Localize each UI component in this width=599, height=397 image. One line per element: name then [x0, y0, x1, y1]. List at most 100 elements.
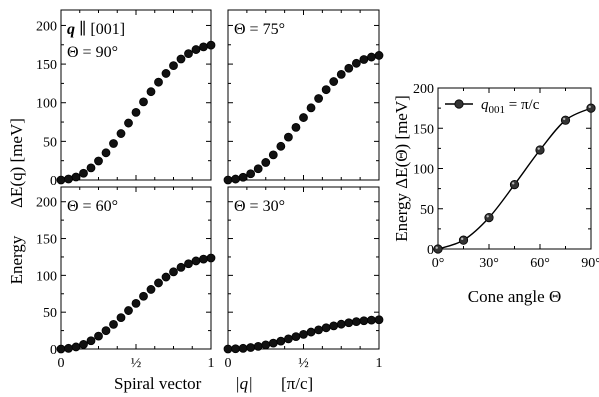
- data-point: [291, 122, 301, 132]
- x-tick-label: 0: [58, 356, 65, 371]
- data-point: [374, 51, 384, 60]
- data-point: [199, 254, 208, 264]
- data-point: [351, 58, 361, 68]
- data-point: [86, 336, 96, 346]
- data-point: [71, 342, 81, 352]
- data-point: [184, 259, 193, 269]
- ylabel-delta: ΔE(q) [meV]: [7, 118, 26, 208]
- data-point: [246, 169, 256, 179]
- data-point: [283, 334, 293, 344]
- data-point: [246, 343, 256, 352]
- data-point: [336, 319, 346, 329]
- data-point: [329, 321, 339, 331]
- panel-annotation: Θ = 30°: [234, 198, 285, 215]
- data-point: [344, 318, 354, 328]
- data-point: [276, 336, 286, 346]
- data-point: [344, 63, 354, 73]
- data-point: [191, 45, 201, 54]
- data-point-highlight: [512, 182, 515, 185]
- legend: q001 = π/c: [445, 97, 540, 116]
- ylabel-energy: Energy: [7, 235, 26, 284]
- data-point: [199, 42, 208, 52]
- data-point: [79, 340, 88, 349]
- data-point-highlight: [486, 215, 489, 218]
- data-point: [56, 344, 66, 354]
- data-point: [206, 40, 216, 50]
- data-point: [268, 338, 278, 348]
- xlabel-spiral: Spiral vector: [114, 374, 202, 393]
- data-point: [131, 107, 141, 117]
- y-tick-label: 200: [36, 19, 57, 34]
- data-point: [329, 77, 339, 86]
- data-point: [169, 267, 178, 277]
- data-point: [146, 87, 156, 97]
- data-point: [509, 180, 520, 190]
- panel-top-left: 0 50 100 150 200 q ∥ [001] Θ = 90°: [36, 9, 216, 189]
- data-point: [124, 118, 133, 128]
- data-point: [458, 235, 469, 245]
- data-point: [86, 163, 96, 173]
- data-point-highlight: [588, 105, 591, 109]
- y-tick-label: 50: [43, 306, 57, 321]
- panel-annotation: Θ = 60°: [67, 198, 118, 215]
- data-point: [101, 326, 111, 336]
- data-point: [359, 316, 369, 326]
- y-tick-label: 200: [413, 82, 434, 97]
- data-point: [560, 115, 571, 125]
- y-tick-label: 100: [36, 269, 57, 284]
- y-axis-title: Energy ΔE(Θ) [meV]: [392, 95, 411, 242]
- data-point: [238, 172, 248, 182]
- y-tick-label: 100: [413, 163, 434, 178]
- data-point: [321, 85, 331, 95]
- data-point: [299, 329, 308, 339]
- data-point: [314, 325, 324, 335]
- data-point: [535, 145, 545, 155]
- panel-annotation: Θ = 90°: [67, 44, 118, 61]
- data-point: [484, 213, 494, 223]
- legend-label: q001 = π/c: [481, 97, 540, 116]
- data-point: [299, 113, 308, 122]
- data-point: [306, 327, 316, 337]
- data-point: [191, 256, 201, 266]
- data-point: [131, 298, 141, 308]
- y-tick-label: 150: [413, 122, 434, 137]
- y-tick-label: 150: [36, 233, 57, 248]
- data-point-highlight: [563, 117, 566, 121]
- data-point: [261, 340, 271, 350]
- data-point-highlight: [435, 246, 438, 249]
- data-point: [374, 315, 384, 325]
- y-tick-label: 0: [427, 243, 434, 258]
- y-tick-label: 50: [43, 135, 57, 150]
- xlabel-q: |q|: [235, 374, 253, 393]
- data-point: [116, 129, 126, 138]
- data-point: [238, 343, 248, 353]
- x-tick-label: ½: [131, 356, 142, 371]
- data-point: [71, 172, 81, 182]
- data-point: [231, 344, 240, 354]
- legend-marker: [454, 99, 464, 109]
- data-point: [253, 341, 263, 351]
- xlabel-unit: [π/c]: [281, 374, 313, 393]
- data-point: [433, 244, 443, 254]
- data-point: [306, 103, 316, 113]
- data-point: [109, 139, 118, 148]
- x-tick-label: 1: [208, 356, 215, 371]
- y-tick-label: 0: [50, 343, 57, 358]
- y-tick-label: 200: [36, 196, 57, 211]
- data-point: [154, 77, 163, 87]
- data-point: [321, 323, 331, 333]
- x-tick-label: ½: [298, 356, 309, 371]
- data-point: [268, 150, 278, 160]
- data-point: [101, 148, 111, 158]
- data-point-highlight: [461, 237, 464, 241]
- x-tick-label: 30°: [479, 256, 499, 271]
- data-point-highlight: [537, 147, 540, 150]
- shared-labels: Energy ΔE(q) [meV] Spiral vector |q| [π/…: [7, 118, 313, 393]
- data-point: [139, 97, 148, 107]
- data-point: [116, 313, 126, 323]
- data-point: [109, 320, 118, 329]
- data-point: [359, 55, 369, 64]
- panel-annotation: Θ = 75°: [234, 21, 285, 38]
